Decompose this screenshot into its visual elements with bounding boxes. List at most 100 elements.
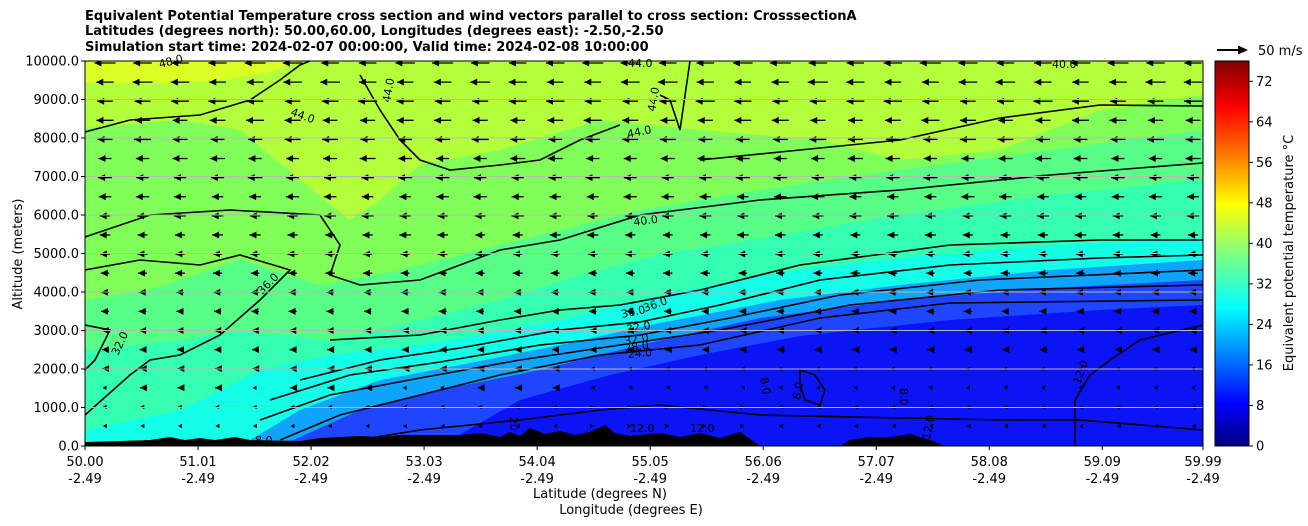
contour-40-line [85, 162, 1203, 286]
wind-vector-head [958, 61, 966, 67]
wind-vector-head [251, 346, 259, 354]
wind-vector-head [584, 78, 592, 86]
wind-vector-head [137, 250, 145, 258]
wind-vector-head [98, 174, 106, 182]
wind-vector-head [885, 155, 893, 163]
wind-vector-head [810, 116, 818, 124]
contour-36-line [85, 254, 292, 416]
wind-vector-head [925, 212, 933, 220]
wind-vector-head [1185, 155, 1193, 163]
x-tick-label-lat: 57.07 [858, 455, 895, 470]
wind-vector-head [886, 174, 894, 182]
wind-vector-head [660, 116, 668, 124]
wind-vector-head [660, 155, 668, 163]
wind-vector-head [623, 193, 631, 201]
wind-vector-head [396, 78, 404, 86]
wind-vector-head [849, 193, 857, 201]
wind-vector-head [1111, 155, 1119, 163]
wind-vector-head [325, 231, 333, 239]
wind-vector-head [658, 61, 666, 67]
wind-vector-head [510, 116, 518, 124]
wind-vector-head [477, 346, 485, 354]
wind-vector-head [625, 269, 633, 277]
colorbar-tick-label: 56 [1256, 156, 1273, 171]
wind-vector-head [1071, 116, 1079, 124]
wind-vector-head [662, 250, 670, 258]
wind-vector-head [811, 174, 819, 182]
contour-36-line [329, 239, 1203, 341]
x-tick-label-lat: 54.04 [519, 455, 556, 470]
wind-vector-head [771, 78, 779, 86]
wind-vector-head [438, 307, 446, 315]
wind-vector-head [1074, 231, 1082, 239]
wind-vector-head [624, 212, 632, 220]
wind-vector-head [924, 193, 932, 201]
wind-vector-head [774, 231, 782, 239]
wind-vector-head [662, 231, 670, 239]
x-tick-label-lat: 51.01 [179, 455, 216, 470]
wind-vector-head [776, 307, 784, 315]
wind-vector-head [769, 61, 777, 67]
wind-vector-head [847, 155, 855, 163]
wind-vector-head [1113, 269, 1121, 277]
wind-vector-head [624, 250, 632, 258]
wind-vector-head [661, 212, 669, 220]
band-deep-blue [440, 305, 1203, 446]
wind-vector-head [965, 385, 970, 390]
wind-vector-head [135, 155, 143, 163]
wind-vector-head [282, 61, 290, 67]
contour-label: 44.0 [380, 77, 397, 103]
wind-vector-head [1038, 250, 1046, 258]
wind-vector-head [998, 155, 1006, 163]
wind-vector-head [586, 193, 594, 201]
wind-vector-head [323, 193, 331, 201]
wind-vector-head [1116, 385, 1121, 390]
wind-vector-head [700, 250, 708, 258]
wind-vector-head [1184, 61, 1192, 67]
wind-vector-head [1188, 250, 1196, 258]
wind-vector-head [847, 116, 855, 124]
wind-vector-head [548, 174, 556, 182]
wind-vector-head [139, 346, 147, 354]
wind-vector-head [925, 250, 933, 258]
colorbar-tick-label: 0 [1256, 440, 1264, 455]
wind-vector-head [1145, 78, 1153, 86]
colorbar-ticks: 0 8 16 24 32 40 48 56 64 72 [1249, 75, 1273, 455]
wind-vector-head [587, 231, 595, 239]
wind-vector-head [778, 385, 783, 390]
wind-vector-head [962, 231, 970, 239]
wind-vector-head [512, 231, 520, 239]
wind-vector-head [962, 250, 970, 258]
wind-vector-head [134, 116, 142, 124]
wind-vector-head [132, 78, 140, 86]
wind-vector-head [1149, 212, 1157, 220]
wind-vector-head [814, 346, 822, 354]
wind-vector-head [887, 231, 895, 239]
wind-vector-head [1036, 174, 1044, 182]
wind-vector-head [811, 155, 819, 163]
wind-vector-head [1151, 307, 1159, 315]
x-tick-label-lat: 59.99 [1184, 455, 1221, 470]
wind-vector-head [286, 174, 294, 182]
wind-vector-head [364, 307, 372, 315]
wind-vector-head [246, 116, 254, 124]
wind-vector-head [928, 385, 933, 390]
wind-vector-head [699, 193, 707, 201]
y-tick-label: 6000.0 [34, 209, 80, 224]
wind-vector-head [175, 231, 183, 239]
contour-label: 8.0 [897, 388, 910, 406]
wind-vector-head [553, 423, 558, 429]
wind-vector-head [1000, 269, 1008, 277]
wind-vector-head [773, 155, 781, 163]
wind-vector-head [586, 155, 594, 163]
wind-vector-head [889, 346, 897, 354]
wind-vector-head [512, 269, 520, 277]
wind-vector-head [546, 78, 554, 86]
wind-vector-head [1073, 155, 1081, 163]
wind-vector-head [664, 307, 672, 315]
wind-vector-head [249, 212, 257, 220]
y-tick-label: 5000.0 [34, 247, 80, 262]
wind-vector-head [999, 212, 1007, 220]
wind-vector-head [853, 385, 858, 390]
